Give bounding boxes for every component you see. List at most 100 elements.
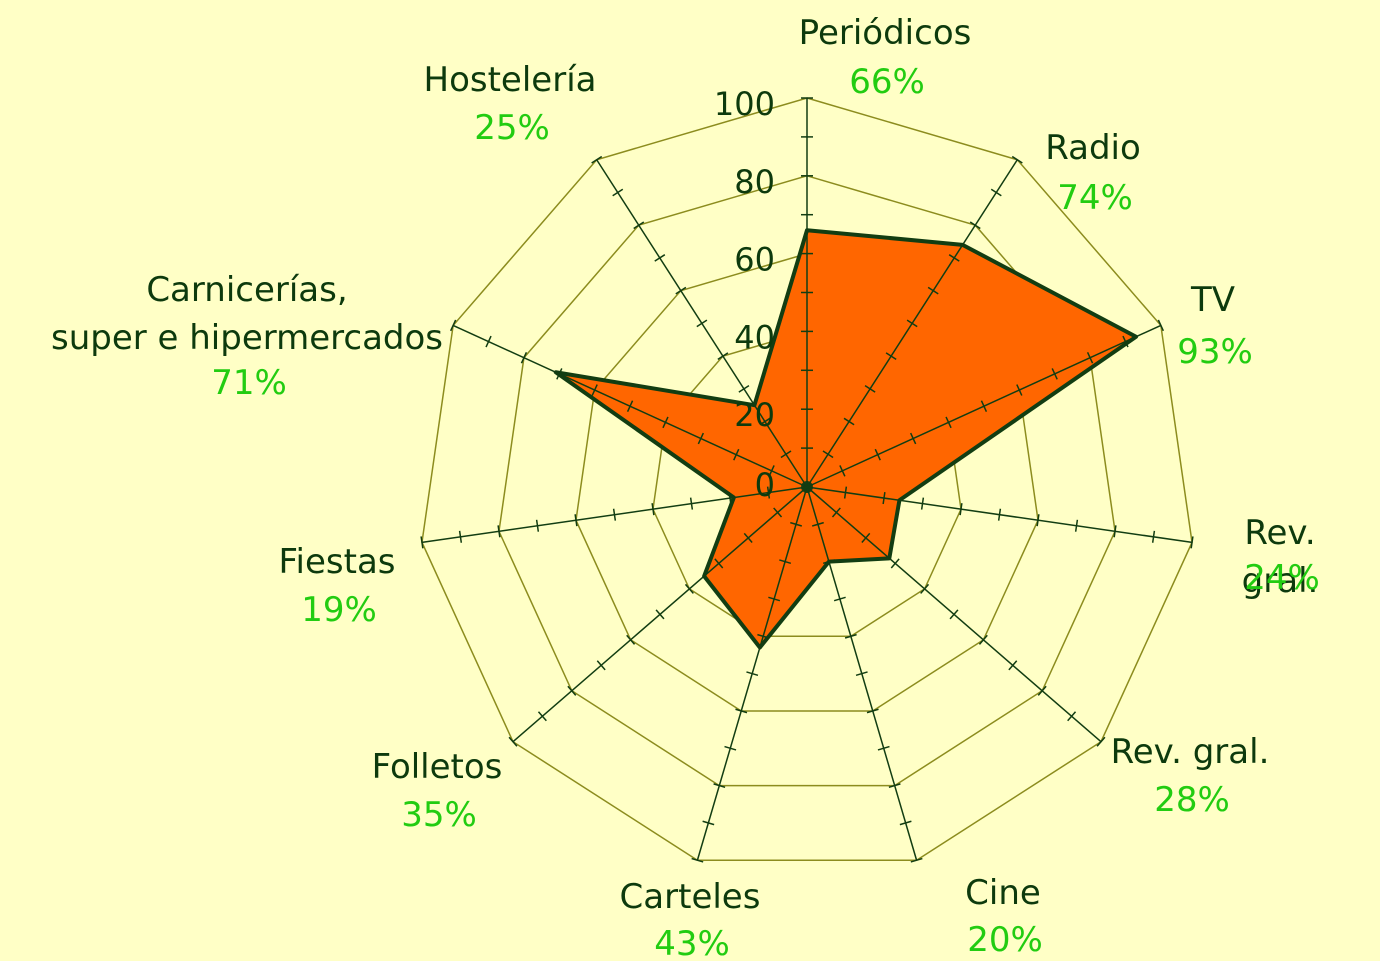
tick-mark bbox=[485, 335, 492, 348]
value-label: 28% bbox=[1154, 780, 1230, 820]
tick-mark bbox=[567, 685, 577, 696]
value-label: 66% bbox=[849, 62, 925, 102]
tick-mark bbox=[537, 711, 547, 722]
tick-mark bbox=[714, 558, 724, 569]
tick-mark bbox=[520, 351, 528, 364]
tick-mark bbox=[1036, 514, 1040, 527]
tick-mark bbox=[890, 558, 900, 569]
tick-mark bbox=[626, 634, 636, 645]
value-label: 71% bbox=[211, 363, 287, 403]
value-label: 19% bbox=[301, 590, 377, 630]
value-label: 35% bbox=[401, 795, 477, 835]
value-label: 93% bbox=[1177, 332, 1253, 372]
tick-mark bbox=[702, 820, 715, 826]
tick-mark bbox=[864, 384, 876, 393]
value-label: 24% bbox=[1244, 558, 1320, 598]
tick-mark bbox=[746, 671, 759, 677]
tick-mark bbox=[654, 254, 666, 262]
tick-mark bbox=[997, 508, 1002, 521]
tick-mark bbox=[839, 465, 846, 477]
category-label: Rev. gral. bbox=[1110, 732, 1270, 772]
tick-mark bbox=[959, 503, 963, 516]
tick-mark bbox=[1113, 525, 1117, 538]
tick-mark bbox=[927, 286, 939, 295]
category-label: Cine bbox=[965, 873, 1041, 913]
tick-mark bbox=[691, 857, 704, 863]
category-label: Folletos bbox=[371, 747, 503, 787]
axis-tick-label: 100 bbox=[714, 85, 775, 123]
tick-mark bbox=[1157, 319, 1165, 332]
tick-mark bbox=[1016, 384, 1023, 396]
tick-mark bbox=[766, 486, 771, 499]
tick-mark bbox=[844, 633, 857, 639]
category-label: Periódicos bbox=[798, 13, 972, 53]
axis-tick-label: 60 bbox=[734, 241, 775, 279]
tick-mark bbox=[728, 492, 732, 505]
tick-mark bbox=[866, 708, 879, 714]
tick-mark bbox=[743, 532, 753, 543]
tick-mark bbox=[773, 507, 783, 518]
axis-tick-label: 0 bbox=[755, 466, 775, 504]
tick-mark bbox=[596, 660, 606, 671]
tick-mark bbox=[626, 400, 634, 412]
tick-mark bbox=[874, 448, 881, 461]
tick-mark bbox=[1051, 368, 1058, 380]
tick-mark bbox=[906, 319, 918, 328]
tick-mark bbox=[1190, 536, 1194, 549]
value-label: 43% bbox=[654, 924, 730, 961]
tick-mark bbox=[861, 532, 871, 543]
category-label: Rev. gral. bbox=[1241, 513, 1319, 601]
tick-mark bbox=[759, 417, 771, 426]
tick-mark bbox=[655, 609, 665, 620]
tick-mark bbox=[768, 465, 775, 477]
grid-polygon bbox=[421, 97, 1193, 861]
tick-mark bbox=[882, 492, 886, 505]
tick-mark bbox=[780, 450, 792, 459]
tick-mark bbox=[420, 536, 424, 549]
tick-mark bbox=[899, 820, 912, 826]
tick-mark bbox=[1067, 711, 1077, 722]
tick-mark bbox=[948, 254, 960, 262]
tick-mark bbox=[790, 521, 803, 527]
tick-mark bbox=[843, 417, 855, 426]
tick-mark bbox=[909, 432, 917, 445]
axis-tick-label: 40 bbox=[734, 318, 775, 356]
tick-mark bbox=[822, 450, 834, 459]
tick-mark bbox=[733, 448, 740, 461]
tick-mark bbox=[591, 384, 598, 396]
tick-mark bbox=[497, 525, 501, 538]
tick-mark bbox=[535, 519, 540, 532]
tick-mark bbox=[980, 400, 988, 412]
tick-mark bbox=[855, 671, 868, 677]
tick-mark bbox=[801, 483, 813, 491]
tick-mark bbox=[574, 514, 578, 527]
tick-mark bbox=[662, 416, 669, 429]
tick-mark bbox=[1086, 351, 1094, 364]
category-label: Hostelería bbox=[423, 60, 597, 100]
axis-tick-label: 20 bbox=[734, 396, 775, 434]
category-label: TV bbox=[1190, 280, 1236, 320]
axis-tick-label: 80 bbox=[734, 163, 775, 201]
tick-mark bbox=[508, 736, 518, 747]
tick-mark bbox=[949, 609, 959, 620]
category-label: Carteles bbox=[619, 877, 761, 917]
tick-mark bbox=[978, 634, 988, 645]
tick-mark bbox=[697, 432, 705, 445]
value-label: 74% bbox=[1057, 178, 1133, 218]
category-label: Radio bbox=[1045, 128, 1141, 168]
tick-mark bbox=[888, 783, 901, 789]
tick-mark bbox=[990, 188, 1002, 197]
tick-mark bbox=[633, 221, 645, 230]
tick-mark bbox=[696, 319, 708, 328]
tick-mark bbox=[757, 633, 770, 639]
tick-mark bbox=[910, 857, 923, 863]
tick-mark bbox=[779, 559, 792, 565]
tick-mark bbox=[1008, 660, 1018, 671]
data-area bbox=[553, 228, 1139, 650]
tick-mark bbox=[920, 583, 930, 594]
tick-mark bbox=[811, 521, 824, 527]
value-label: 20% bbox=[967, 920, 1043, 960]
tick-mark bbox=[1074, 519, 1079, 532]
